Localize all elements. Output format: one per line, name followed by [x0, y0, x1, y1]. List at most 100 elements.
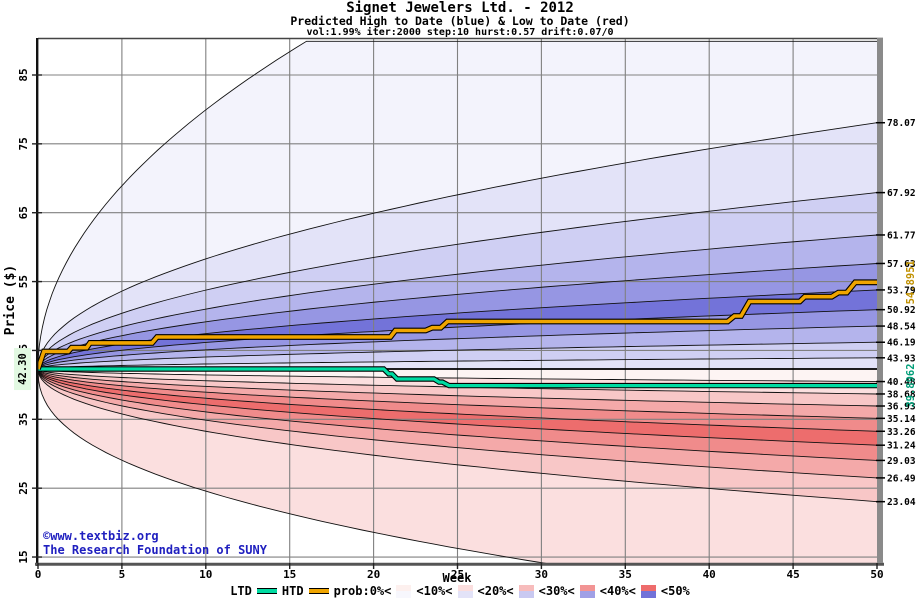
- right-price-label: 50.92: [887, 305, 916, 316]
- percentile-curve: [38, 122, 877, 370]
- right-price-label: 57.63: [887, 259, 916, 270]
- x-tick-label: 30: [535, 568, 548, 581]
- ltd-line: [38, 367, 877, 388]
- right-price-label: 67.92: [887, 188, 916, 199]
- start-price-label-bg: [14, 348, 31, 391]
- x-tick-label: 0: [35, 568, 42, 581]
- htd-line: [38, 280, 877, 370]
- right-price-label: 35.14: [887, 414, 916, 425]
- percentile-curve: [38, 289, 877, 370]
- percentile-curve: [38, 368, 877, 419]
- chart-subtitle: Predicted High to Date (blue) & Low to D…: [290, 14, 630, 28]
- y-tick-label: 55: [17, 275, 30, 288]
- right-price-label: 40.48: [887, 377, 916, 388]
- right-price-label: 43.93: [887, 353, 916, 364]
- legend-prob-label: <10%<: [416, 584, 453, 598]
- legend-htd-label: HTD: [281, 584, 304, 598]
- legend-prob-swatch: [396, 584, 412, 598]
- chart-title: Signet Jewelers Ltd. - 2012: [346, 0, 574, 16]
- low-probability-band: [38, 369, 877, 478]
- x-tick-label: 50: [870, 568, 883, 581]
- low-probability-band: [38, 369, 877, 502]
- right-price-label: 78.07: [887, 118, 916, 129]
- legend-swatch-blue-half: [640, 591, 656, 598]
- right-price-label: 29.03: [887, 456, 916, 467]
- legend-swatch-red-half: [640, 584, 656, 591]
- y-tick-label: 25: [17, 482, 30, 495]
- right-price-label: 33.26: [887, 427, 916, 438]
- legend-prob-swatch: [579, 584, 595, 598]
- percentile-curve: [38, 341, 877, 370]
- y-tick-label: 35: [17, 413, 30, 426]
- watermark-site: ©www.textbiz.org: [43, 529, 159, 543]
- right-price-label: 53.79: [887, 285, 916, 296]
- low-probability-band: [38, 369, 877, 432]
- percentile-curve: [38, 368, 877, 383]
- percentile-curve: [38, 368, 877, 503]
- high-probability-band: [38, 192, 877, 369]
- chart-legend: LTD HTD prob:0%< <10%< <20%< <30%< <40%< <50%: [0, 584, 920, 598]
- percentile-curve: [38, 368, 877, 395]
- x-tick-label: 20: [367, 568, 380, 581]
- low-probability-band: [38, 369, 877, 419]
- legend-swatch-blue-half: [518, 591, 534, 598]
- high-probability-band: [38, 122, 877, 369]
- legend-prob-swatch: [640, 584, 656, 598]
- percentile-curve: [38, 234, 877, 370]
- legend-prob-label: <20%<: [477, 584, 514, 598]
- legend-prob-label: <50%: [660, 584, 690, 598]
- y-tick-label: 15: [17, 550, 30, 563]
- plot-area: [38, 38, 877, 563]
- x-tick-label: 35: [619, 568, 632, 581]
- legend-swatch-red-half: [579, 584, 595, 591]
- right-price-label: 61.77: [887, 230, 916, 241]
- x-tick-label: 25: [451, 568, 464, 581]
- percentile-curve: [38, 40, 877, 370]
- legend-swatch-red-half: [518, 584, 534, 591]
- high-probability-band: [38, 263, 877, 369]
- legend-prob-label: <40%<: [599, 584, 636, 598]
- legend-htd-swatch: [308, 588, 329, 594]
- low-probability-band: [38, 369, 877, 461]
- legend-prob-label: prob:0%<: [333, 584, 392, 598]
- legend-swatch-blue-half: [396, 591, 412, 598]
- legend-ltd-label: LTD: [230, 584, 252, 598]
- x-axis-title: Week: [442, 571, 472, 585]
- legend-swatch-red-half: [396, 584, 412, 591]
- legend-prob-swatch: [457, 584, 473, 598]
- percentile-curve: [38, 368, 877, 461]
- legend-prob-swatch: [518, 584, 534, 598]
- percentile-curve: [38, 368, 877, 407]
- legend-swatch-blue-half: [579, 591, 595, 598]
- percentile-curve: [38, 192, 877, 370]
- legend-ltd-swatch: [256, 588, 277, 594]
- right-price-label: 36.93: [887, 402, 916, 413]
- legend-prob-label: <30%<: [538, 584, 575, 598]
- y-tick-label: 65: [17, 206, 30, 219]
- x-tick-label: 10: [199, 568, 212, 581]
- right-price-label: 23.04: [887, 497, 916, 508]
- x-tick-label: 40: [703, 568, 716, 581]
- legend-swatch-blue-half: [457, 591, 473, 598]
- right-price-label: 31.24: [887, 441, 916, 452]
- right-price-label: 48.54: [887, 322, 916, 333]
- right-price-label: 46.19: [887, 338, 916, 349]
- x-tick-label: 5: [119, 568, 126, 581]
- high-probability-band: [38, 289, 877, 369]
- percentile-curve: [38, 368, 877, 446]
- chart-header: Signet Jewelers Ltd. - 2012 Predicted Hi…: [0, 0, 920, 38]
- right-price-label: 38.68: [887, 389, 916, 400]
- high-probability-band: [38, 235, 877, 369]
- htd-end-value-label: 54.8951: [905, 260, 917, 304]
- x-tick-label: 45: [786, 568, 799, 581]
- legend-swatch-red-half: [457, 584, 473, 591]
- chart-params: vol:1.99% iter:2000 step:10 hurst:0.57 d…: [306, 27, 614, 38]
- high-probability-band: [38, 309, 877, 369]
- y-tick-label: 85: [17, 68, 30, 81]
- percentile-curve: [38, 368, 877, 432]
- percentile-curve: [38, 325, 877, 370]
- percentile-curve: [38, 368, 877, 479]
- high-probability-band: [38, 41, 877, 370]
